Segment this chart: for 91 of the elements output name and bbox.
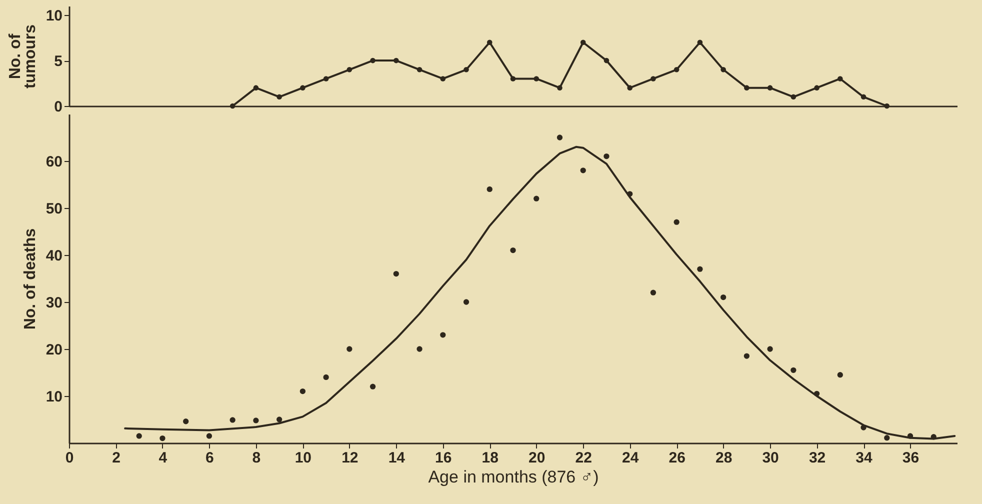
point [253,85,259,90]
x-tick-label: 36 [902,450,920,466]
y-tick-label: 5 [54,53,62,70]
point [837,372,843,378]
point [300,388,306,394]
point [160,435,166,442]
y-tick-label: 10 [46,388,62,406]
point [534,76,540,82]
x-tick-label: 14 [388,450,406,466]
y-axis-title: No. of deaths [22,228,39,330]
point [370,384,376,390]
y-tick-label: 60 [46,154,62,170]
x-tick-label: 12 [342,450,358,466]
point [440,332,446,338]
point [300,85,306,90]
point [790,94,796,100]
point [276,94,282,100]
x-tick-label: 2 [112,450,120,466]
line-series [124,146,956,440]
point [510,76,516,82]
point [136,433,142,439]
y-tick-label: 40 [46,248,62,264]
point [370,58,376,64]
point [627,85,632,90]
x-tick-label: 0 [65,450,74,466]
point [604,153,610,160]
point [346,346,352,352]
x-tick-label: 16 [435,450,452,466]
point [556,134,563,140]
point [814,85,820,90]
point [860,94,866,100]
y-tick-label: 30 [46,294,62,312]
x-tick-label: 26 [668,450,686,466]
point [838,76,843,82]
point [440,76,446,82]
point [744,353,750,359]
point [767,346,773,352]
point [486,186,492,192]
point [697,266,703,272]
point [557,85,562,90]
x-tick-label: 28 [715,450,732,466]
point [416,346,422,352]
x-tick-label: 8 [252,450,261,466]
point [884,103,890,109]
point [604,58,610,64]
x-tick-label: 24 [622,450,640,466]
point [323,76,329,82]
point [230,417,236,423]
point [510,247,516,254]
point [720,294,726,300]
point [486,40,492,46]
x-tick-label: 6 [206,450,214,466]
point [674,66,680,72]
y-tick-label: 0 [54,98,62,116]
point [580,168,586,174]
point [674,219,680,225]
point [534,196,540,202]
x-tick-label: 32 [808,450,826,466]
point [697,40,703,46]
point [767,85,773,90]
point [580,40,586,46]
x-tick-label: 10 [294,450,312,466]
point [276,416,282,422]
point [183,418,189,424]
point [230,103,236,109]
point [884,435,890,441]
point [394,58,399,64]
point [253,418,259,424]
x-tick-label: 4 [158,450,168,466]
y-axis-title: No. of tumours [6,24,39,88]
point [650,76,656,82]
point [323,374,329,380]
y-tick-label: 20 [46,342,62,358]
point [463,299,470,305]
x-tick-label: 18 [482,450,498,466]
y-tick-label: 10 [46,8,62,25]
x-tick-label: 20 [528,450,546,466]
x-tick-label: 34 [856,450,874,466]
point [790,367,796,373]
y-tick-label: 50 [46,200,62,218]
point [650,290,656,296]
x-tick-label: 22 [575,450,592,466]
point [346,66,352,72]
point [206,433,212,439]
point [464,66,469,72]
point [393,270,399,277]
x-tick-label: 30 [762,450,779,466]
point [720,66,726,72]
point [744,85,750,90]
x-axis-title: Age in months (876 ♂) [428,468,599,486]
point [416,66,422,72]
